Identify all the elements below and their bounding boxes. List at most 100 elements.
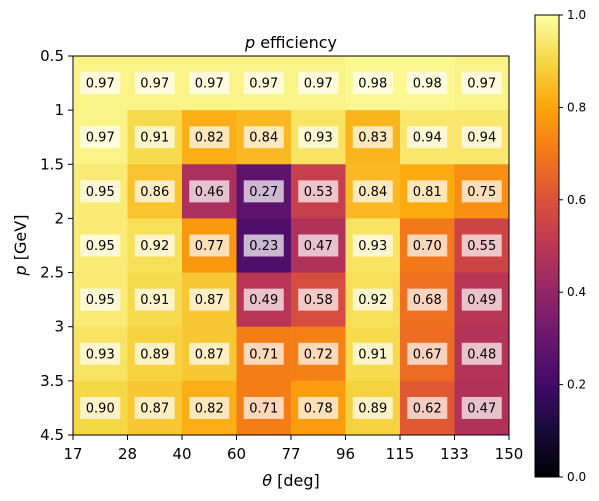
cell-value-label: 0.89 <box>140 347 169 362</box>
cell-label-box <box>243 72 284 95</box>
cell-value-label: 0.23 <box>249 239 278 254</box>
colorbar <box>534 14 560 478</box>
x-tick-label: 28 <box>118 445 137 463</box>
cell-label-box <box>461 288 502 311</box>
title-symbol: p <box>244 33 255 52</box>
cell-value-label: 0.86 <box>140 185 169 200</box>
cell-label-box <box>134 288 175 311</box>
y-tick-label: 4.5 <box>40 426 64 444</box>
cell-label-box <box>134 180 175 203</box>
cell-label-box <box>407 126 448 149</box>
cell-value-label: 0.92 <box>140 239 169 254</box>
cell-label-box <box>461 72 502 95</box>
cell-label-box <box>352 72 393 95</box>
x-axis-ticks: 17 28 40 60 77 96 115 133 150 <box>63 435 523 463</box>
y-tick-label: 3 <box>54 318 64 336</box>
cell-label-box <box>298 126 339 149</box>
cell-label-box <box>298 180 339 203</box>
cell-value-label: 0.90 <box>86 401 115 416</box>
cell-label-box <box>407 342 448 365</box>
y-axis-ticks: 0.5 1 1.5 2 2.5 3 3.5 4.5 <box>40 47 73 444</box>
cell-value-label: 0.93 <box>86 347 115 362</box>
x-axis-unit: [deg] <box>272 471 320 490</box>
x-axis-label: θ [deg] <box>262 471 320 490</box>
cell-value-label: 0.94 <box>413 131 442 146</box>
cell-value-label: 0.47 <box>304 239 333 254</box>
y-axis-unit: [GeV] <box>11 215 30 266</box>
cell-label-box <box>189 234 230 257</box>
cell-label-box <box>243 288 284 311</box>
cell-label-box <box>407 288 448 311</box>
cell-value-label: 0.91 <box>140 131 169 146</box>
cell-value-label: 0.97 <box>140 77 169 92</box>
cell-value-label: 0.82 <box>195 401 224 416</box>
cell-label-box <box>189 288 230 311</box>
cell-label-box <box>352 396 393 419</box>
cell-label-box <box>189 396 230 419</box>
cell-value-label: 0.95 <box>86 293 115 308</box>
cell-value-label: 0.97 <box>195 77 224 92</box>
cell-value-label: 0.48 <box>467 347 496 362</box>
cell-value-label: 0.91 <box>140 293 169 308</box>
cell-label-box <box>298 234 339 257</box>
x-tick-label: 60 <box>227 445 246 463</box>
y-tick-label: 1 <box>54 101 64 119</box>
colorbar-tick-label: 0.6 <box>567 193 586 207</box>
cell-value-label: 0.27 <box>249 185 278 200</box>
cell-label-box <box>407 72 448 95</box>
cell-label-box <box>243 126 284 149</box>
cell-label-box <box>352 342 393 365</box>
cell-value-label: 0.87 <box>195 293 224 308</box>
cell-value-label: 0.81 <box>413 185 442 200</box>
x-axis-symbol: θ <box>262 471 272 490</box>
cell-value-label: 0.49 <box>467 293 496 308</box>
cell-label-box <box>461 342 502 365</box>
cell-value-label: 0.94 <box>467 131 496 146</box>
cell-label-box <box>189 342 230 365</box>
x-tick-label: 133 <box>440 445 469 463</box>
cell-label-box <box>80 288 121 311</box>
cell-label-box <box>352 288 393 311</box>
cell-label-box <box>461 180 502 203</box>
cell-value-label: 0.77 <box>195 239 224 254</box>
y-tick-label: 3.5 <box>40 372 64 390</box>
cell-value-label: 0.98 <box>413 77 442 92</box>
cell-label-box <box>134 396 175 419</box>
cell-value-label: 0.58 <box>304 293 333 308</box>
heatmap-cell-labels: 0.97 0.97 0.97 0.97 0.97 0.98 0.98 0.97 0.97 0.91… <box>80 72 502 419</box>
cell-label-box <box>352 180 393 203</box>
cell-value-label: 0.95 <box>86 239 115 254</box>
cell-label-box <box>298 72 339 95</box>
cell-value-label: 0.97 <box>86 77 115 92</box>
cell-value-label: 0.68 <box>413 293 442 308</box>
colorbar-ticks: 0.0 0.2 0.4 0.6 0.8 1.0 <box>559 8 586 484</box>
cell-label-box <box>298 288 339 311</box>
cell-value-label: 0.49 <box>249 293 278 308</box>
cell-label-box <box>407 396 448 419</box>
colorbar-tick-label: 1.0 <box>567 8 586 22</box>
cell-value-label: 0.89 <box>358 401 387 416</box>
cell-value-label: 0.47 <box>467 401 496 416</box>
cell-value-label: 0.92 <box>358 293 387 308</box>
cell-label-box <box>80 342 121 365</box>
cell-label-box <box>134 126 175 149</box>
cell-label-box <box>407 234 448 257</box>
colorbar-tick-label: 0.0 <box>567 470 586 484</box>
cell-label-box <box>80 180 121 203</box>
cell-value-label: 0.98 <box>358 77 387 92</box>
cell-value-label: 0.82 <box>195 131 224 146</box>
cell-label-box <box>189 126 230 149</box>
cell-label-box <box>80 396 121 419</box>
cell-label-box <box>298 342 339 365</box>
cell-label-box <box>243 234 284 257</box>
cell-value-label: 0.84 <box>249 131 278 146</box>
cell-value-label: 0.72 <box>304 347 333 362</box>
cell-value-label: 0.70 <box>413 239 442 254</box>
y-tick-label: 2 <box>54 209 64 227</box>
cell-value-label: 0.62 <box>413 401 442 416</box>
cell-label-box <box>407 180 448 203</box>
cell-value-label: 0.83 <box>358 131 387 146</box>
cell-label-box <box>189 180 230 203</box>
cell-value-label: 0.93 <box>358 239 387 254</box>
cell-value-label: 0.46 <box>195 185 224 200</box>
